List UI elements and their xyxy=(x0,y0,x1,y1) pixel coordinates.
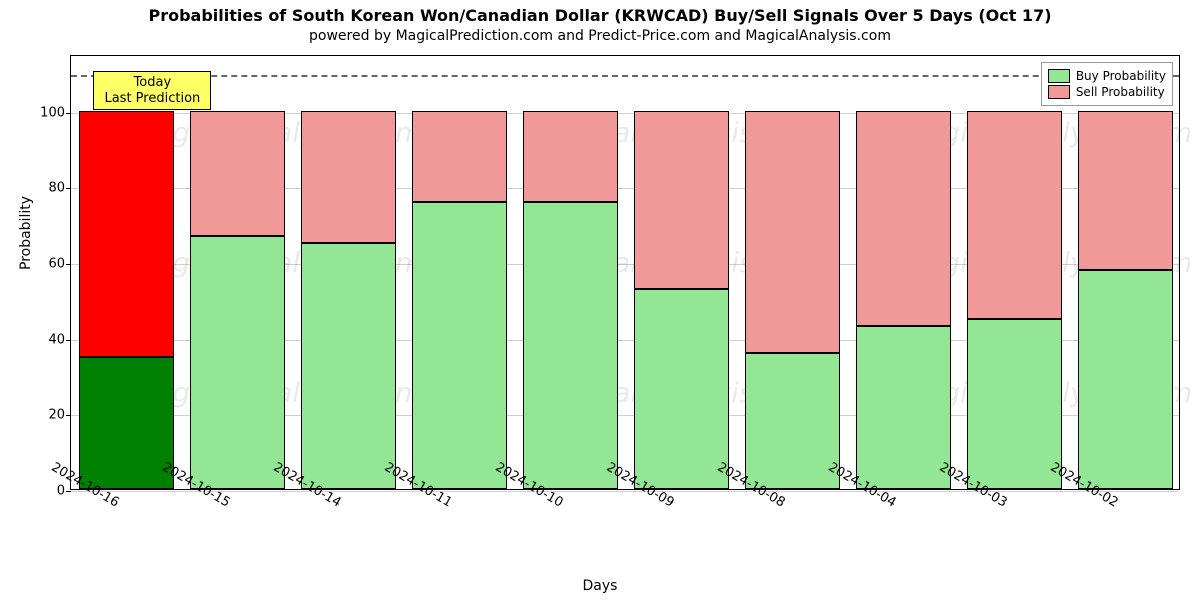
y-tick-label: 100 xyxy=(40,105,71,120)
y-tick-label: 60 xyxy=(48,257,71,272)
bar-slot: 2024-10-16 xyxy=(79,56,173,489)
plot-area: Buy Probability Sell Probability 0204060… xyxy=(70,55,1180,490)
bar-slot: 2024-10-09 xyxy=(634,56,728,489)
bar-slot: 2024-10-15 xyxy=(190,56,284,489)
bar-segment-buy xyxy=(856,326,950,489)
bar-segment-sell xyxy=(1078,111,1172,270)
chart-subtitle: powered by MagicalPrediction.com and Pre… xyxy=(0,28,1200,44)
bar-slot: 2024-10-10 xyxy=(523,56,617,489)
annotation-line2: Last Prediction xyxy=(104,91,200,107)
bar-slot: 2024-10-08 xyxy=(745,56,839,489)
y-tick-label: 40 xyxy=(48,332,71,347)
bar-slot: 2024-10-03 xyxy=(967,56,1061,489)
bar-segment-buy xyxy=(412,202,506,489)
bar-segment-buy xyxy=(745,353,839,489)
bar-slot: 2024-10-04 xyxy=(856,56,950,489)
y-axis-label: Probability xyxy=(18,196,34,270)
annotation-line1: Today xyxy=(104,75,200,91)
bar-segment-sell xyxy=(634,111,728,289)
bar-segment-buy xyxy=(523,202,617,489)
bar-slot: 2024-10-11 xyxy=(412,56,506,489)
bar-segment-buy xyxy=(1078,270,1172,489)
today-annotation: TodayLast Prediction xyxy=(93,71,211,110)
bar-segment-buy xyxy=(634,289,728,489)
legend: Buy Probability Sell Probability xyxy=(1041,62,1173,106)
bar-segment-sell xyxy=(190,111,284,236)
legend-swatch-sell xyxy=(1048,85,1070,99)
chart-title: Probabilities of South Korean Won/Canadi… xyxy=(0,6,1200,25)
bar-segment-sell xyxy=(856,111,950,327)
bar-segment-buy xyxy=(967,319,1061,489)
bar-segment-sell xyxy=(301,111,395,243)
bar-segment-sell xyxy=(967,111,1061,319)
x-axis-label: Days xyxy=(0,578,1200,594)
bar-slot: 2024-10-14 xyxy=(301,56,395,489)
legend-label-sell: Sell Probability xyxy=(1076,85,1165,99)
y-tick-label: 20 xyxy=(48,408,71,423)
y-tick-label: 0 xyxy=(57,484,71,499)
legend-label-buy: Buy Probability xyxy=(1076,69,1166,83)
legend-swatch-buy xyxy=(1048,69,1070,83)
bar-segment-sell xyxy=(523,111,617,202)
bar-segment-buy xyxy=(301,243,395,489)
bar-segment-buy xyxy=(190,236,284,489)
y-tick-label: 80 xyxy=(48,181,71,196)
bar-slot: 2024-10-02 xyxy=(1078,56,1172,489)
bar-segment-sell xyxy=(745,111,839,353)
bar-segment-sell xyxy=(79,111,173,357)
bar-segment-sell xyxy=(412,111,506,202)
